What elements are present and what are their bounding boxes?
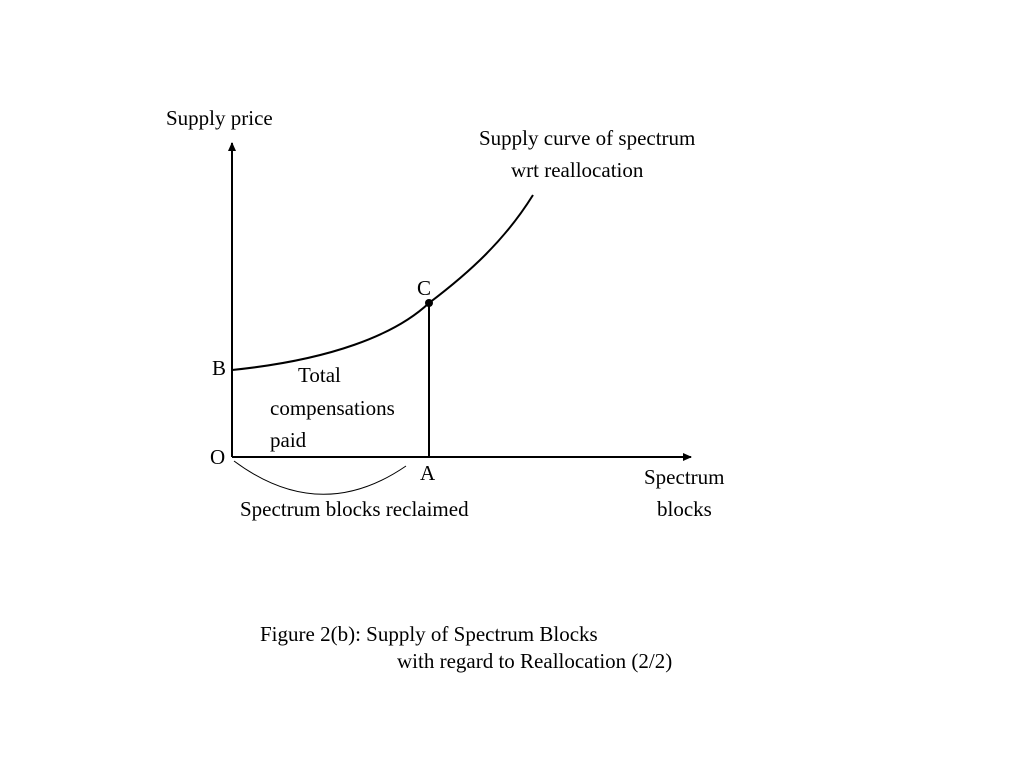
area-label: paid — [270, 428, 307, 452]
x-axis-label: Spectrum — [644, 465, 724, 489]
area-label: compensations — [270, 396, 395, 420]
point-label: O — [210, 445, 225, 469]
curve-label: Supply curve of spectrum — [479, 126, 695, 150]
curve-label: wrt reallocation — [511, 158, 644, 182]
point-label: C — [417, 276, 431, 300]
point-label: A — [420, 461, 436, 485]
point-label: B — [212, 356, 226, 380]
brace-arc — [233, 460, 407, 495]
supply-curve — [231, 194, 534, 371]
x-axis-label: blocks — [657, 497, 712, 521]
point-c — [425, 299, 433, 307]
area-label: Total — [298, 363, 341, 387]
caption: Figure 2(b): Supply of Spectrum Blocks — [260, 622, 598, 646]
caption: with regard to Reallocation (2/2) — [397, 649, 672, 673]
brace-label: Spectrum blocks reclaimed — [240, 497, 469, 521]
y-axis-label: Supply price — [166, 106, 273, 130]
